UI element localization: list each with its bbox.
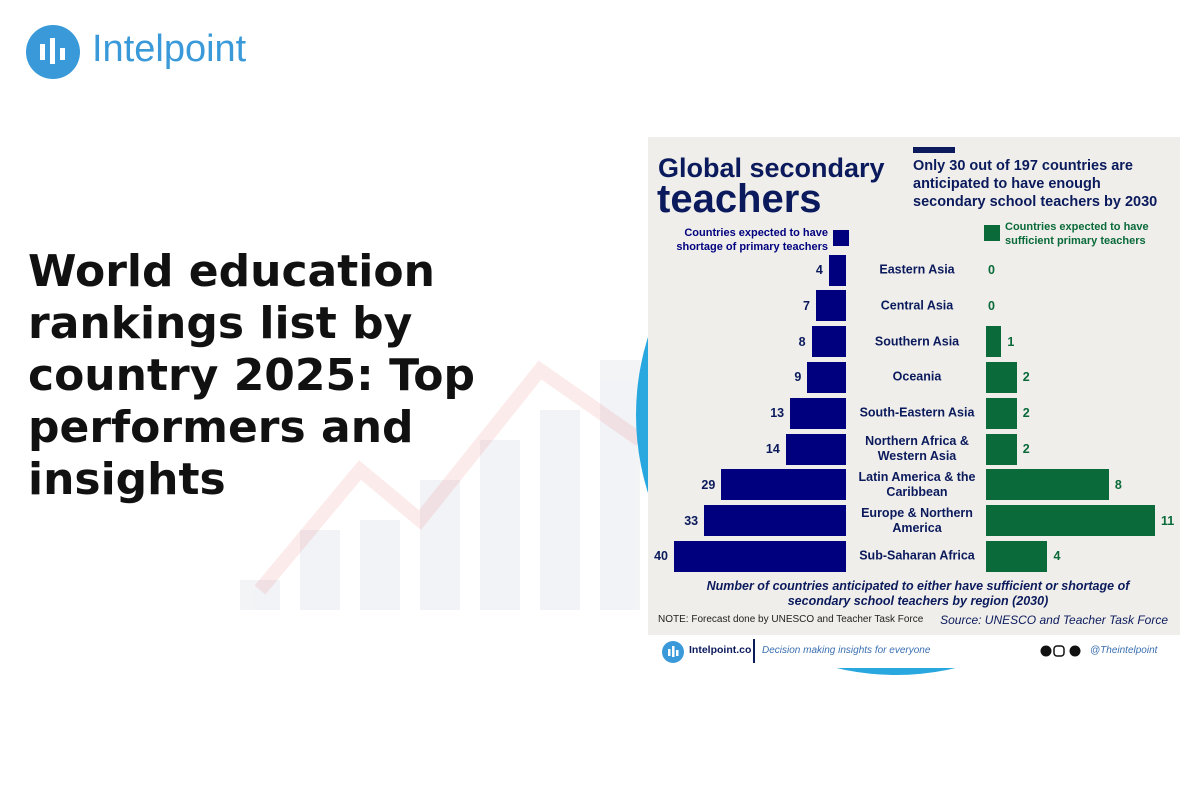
- category-label: Central Asia: [880, 298, 954, 313]
- divider: [753, 639, 755, 663]
- legend-label: Countries expected to have sufficient pr…: [1005, 221, 1149, 247]
- bar: [986, 433, 1017, 465]
- bar: [807, 361, 846, 393]
- value-label: 9: [794, 370, 802, 385]
- legend-label: Countries expected to have shortage of p…: [676, 227, 828, 253]
- category-label: Europe & Northern America: [861, 505, 973, 535]
- bar: [986, 540, 1048, 572]
- headline: World education rankings list by country…: [28, 246, 475, 505]
- category-label: South-Eastern Asia: [859, 405, 975, 420]
- note: NOTE: Forecast done by UNESCO and Teache…: [658, 614, 924, 625]
- bar: [815, 290, 846, 322]
- value-label: 2: [1022, 406, 1030, 421]
- bar: [704, 505, 846, 537]
- value-label: 11: [1161, 513, 1175, 528]
- bar: [811, 326, 846, 358]
- category-label: Sub-Saharan Africa: [859, 548, 975, 563]
- value-label: 0: [988, 263, 995, 277]
- footer: Intelpoint.co Decision making insights f…: [648, 635, 1180, 668]
- value-label: 7: [802, 298, 810, 313]
- value-label: 8: [798, 334, 806, 349]
- value-label: 4: [1053, 549, 1061, 564]
- title-line: Global secondary: [658, 153, 885, 183]
- footer-tagline: Decision making insights for everyone: [762, 645, 931, 656]
- value-label: 8: [1114, 477, 1122, 492]
- value-label: 40: [654, 549, 668, 564]
- bar: [721, 469, 846, 501]
- title-line: teachers: [657, 177, 822, 221]
- bar: [986, 505, 1155, 537]
- legend-swatch: [984, 225, 1000, 241]
- category-label: Oceania: [892, 369, 942, 384]
- legend-swatch: [833, 230, 849, 246]
- accent-bar: [913, 147, 955, 153]
- caption: Number of countries anticipated to eithe…: [706, 579, 1130, 608]
- value-label: 13: [770, 406, 785, 421]
- category-label: Eastern Asia: [879, 262, 955, 277]
- value-label: 1: [1007, 334, 1015, 349]
- bar: [785, 433, 846, 465]
- social-icons: [1040, 645, 1081, 657]
- bar: [986, 326, 1002, 358]
- value-label: 2: [1022, 442, 1030, 456]
- logo: Intelpoint: [92, 28, 247, 70]
- bar: [986, 361, 1017, 393]
- footer-handle: @Theintelpoint: [1090, 645, 1158, 656]
- plot-area: Eastern Asia 4 0 Central Asia 7 0 Southern Asi…: [648, 137, 1180, 668]
- bar: [790, 397, 846, 429]
- subtitle: Only 30 out of 197 countries are anticip…: [913, 158, 1158, 210]
- source: Source: UNESCO and Teacher Task Force: [940, 613, 1168, 627]
- bar: [986, 469, 1109, 501]
- bar: [674, 540, 846, 572]
- category-label: Latin America & the Caribbean: [858, 469, 976, 499]
- category-label: Southern Asia: [874, 334, 960, 349]
- value-label: 2: [1022, 370, 1030, 385]
- value-label: 14: [765, 442, 780, 456]
- bar: [828, 254, 846, 286]
- value-label: 33: [684, 513, 699, 528]
- value-label: 4: [815, 263, 823, 277]
- footer-logo: [662, 641, 684, 663]
- category-label: Northern Africa & Western Asia: [865, 434, 969, 463]
- infographic: Global secondary teachers Only 30 out of…: [648, 137, 1180, 668]
- value-label: 0: [988, 298, 995, 313]
- value-label: 29: [701, 477, 716, 492]
- bar: [986, 397, 1017, 429]
- footer-site: Intelpoint.co: [689, 644, 752, 656]
